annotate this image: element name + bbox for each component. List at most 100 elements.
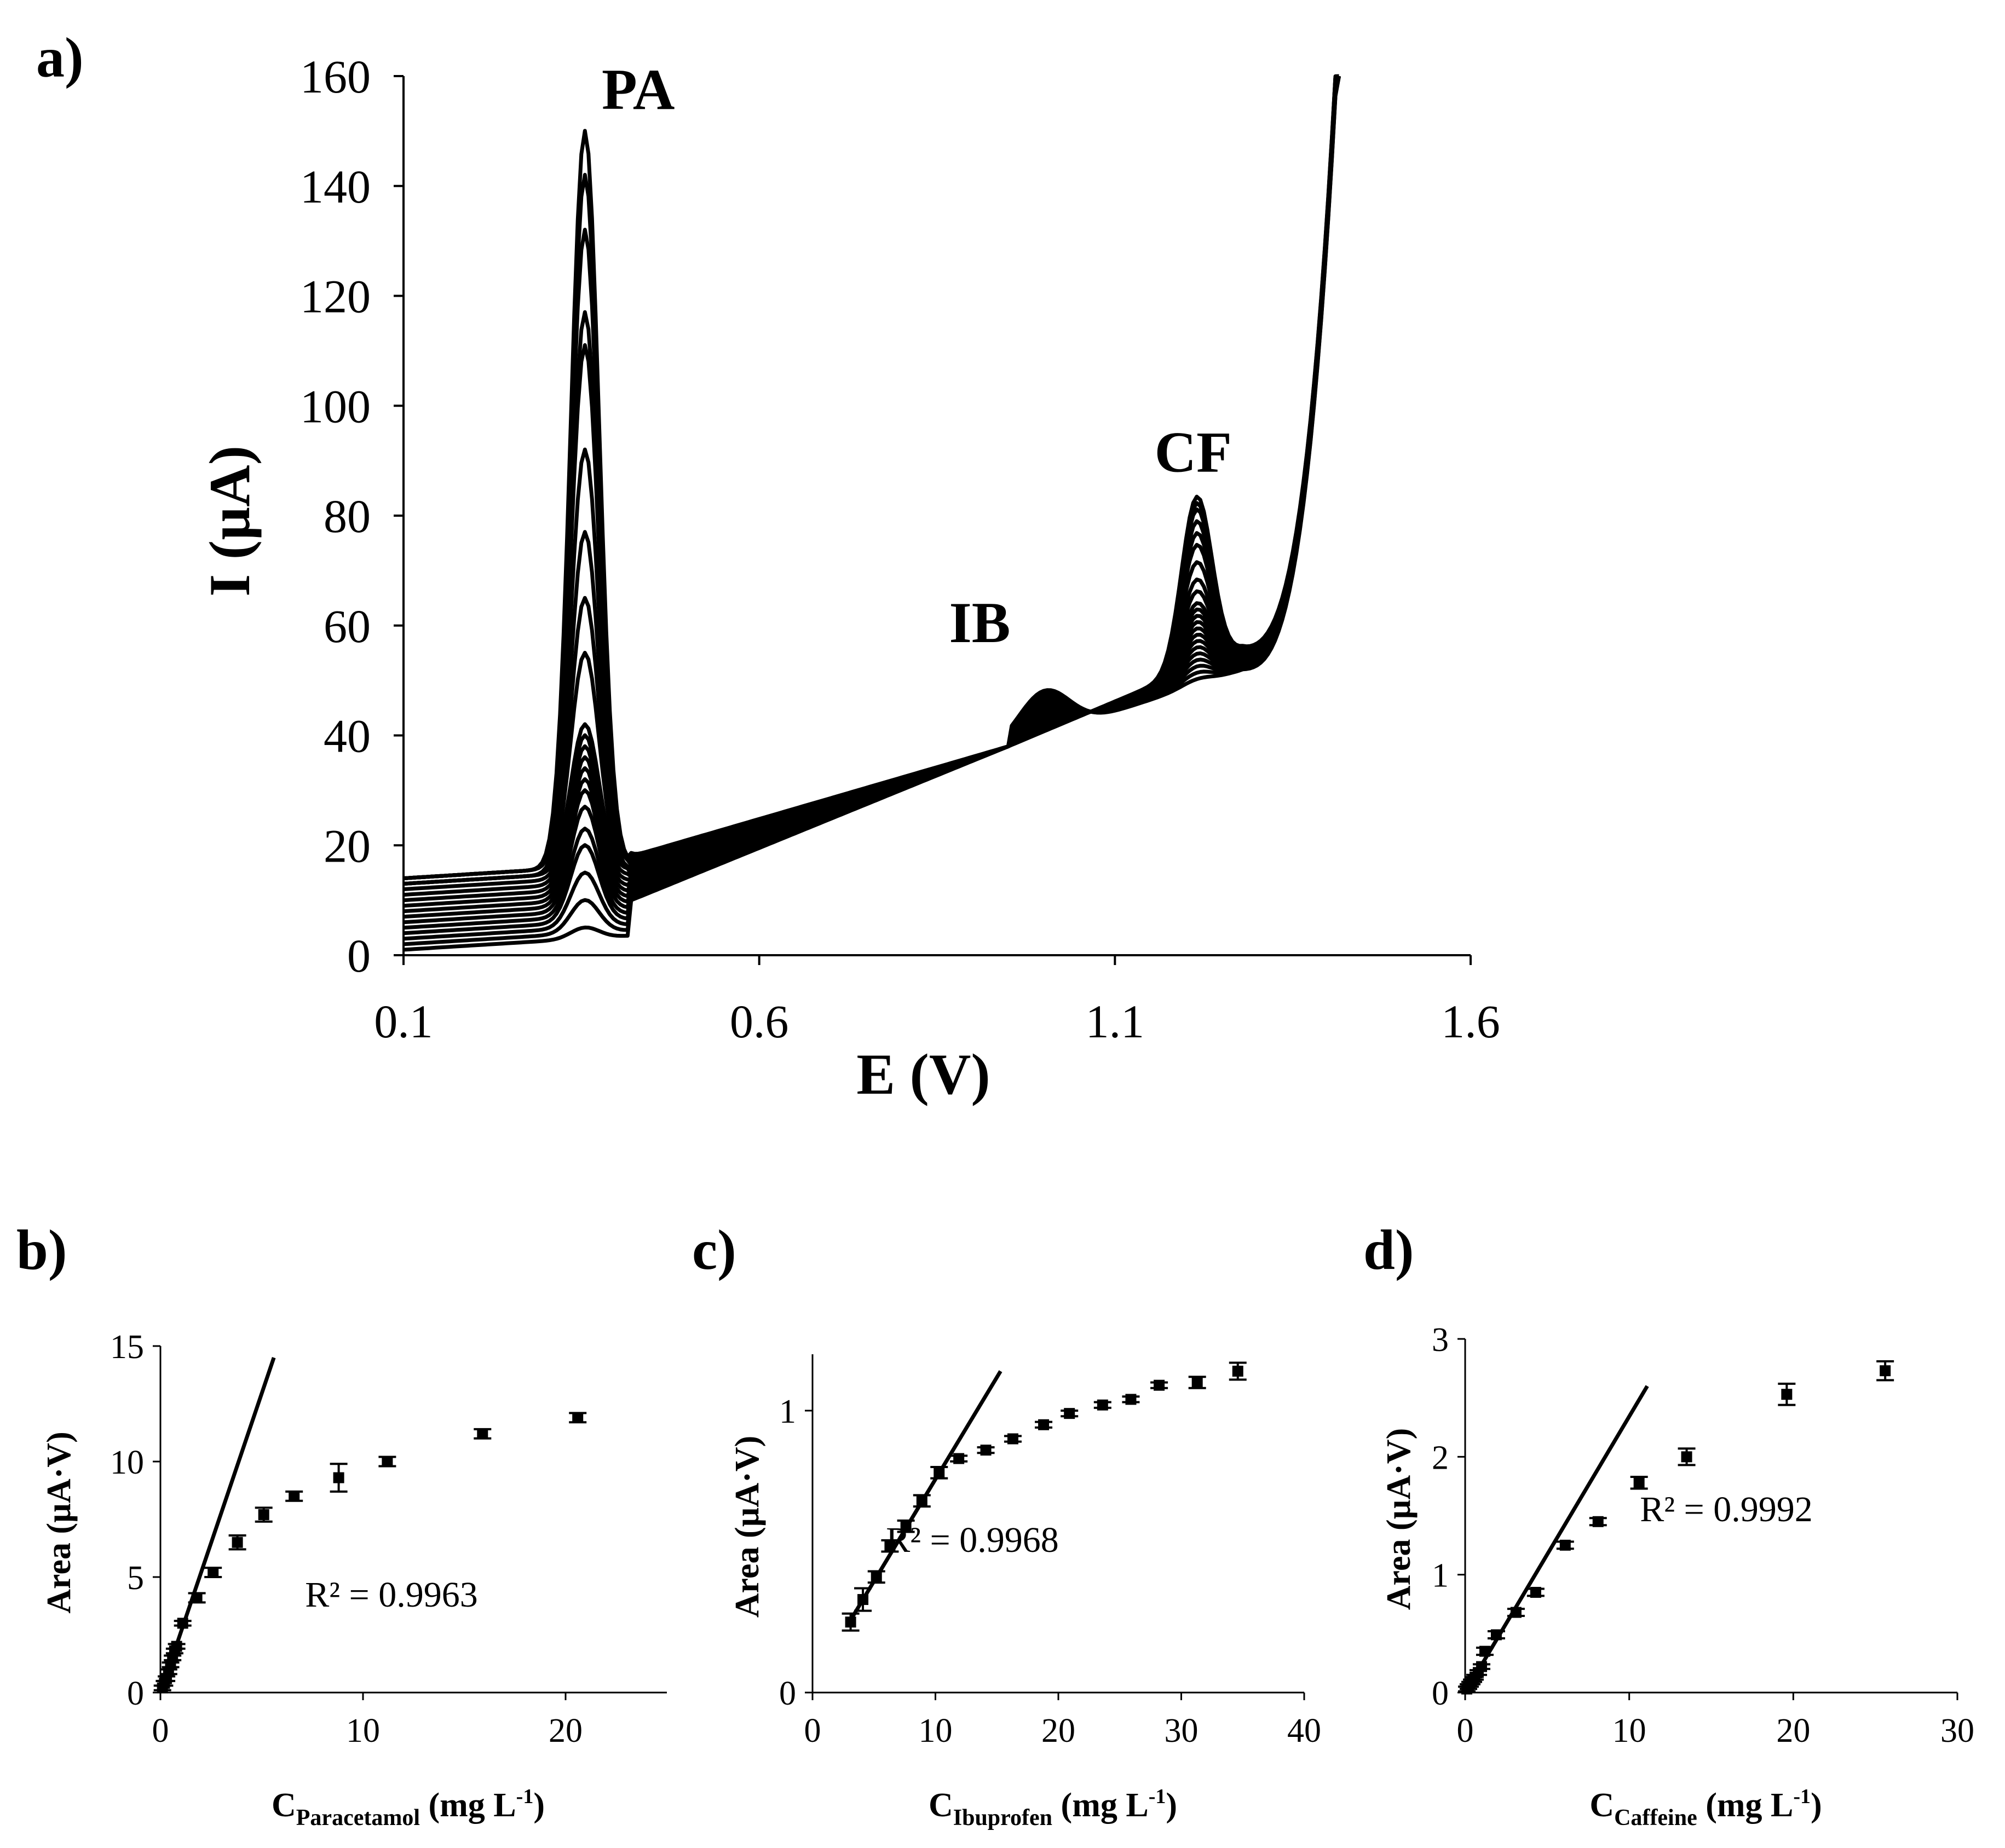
data-point (1530, 1586, 1541, 1598)
x-axis-title: CCaffeine (mg L-1) (1589, 1785, 1822, 1830)
y-tick-label: 80 (324, 490, 371, 542)
r-squared-label: R² = 0.9992 (1640, 1489, 1813, 1529)
x-tick-label: 10 (1612, 1712, 1646, 1749)
x-axis-title-part: -1 (1149, 1785, 1166, 1808)
r-squared-label: R² = 0.9968 (886, 1520, 1059, 1560)
y-tick-label: 5 (127, 1560, 144, 1597)
x-tick-label: 30 (1940, 1712, 1974, 1749)
x-axis-title: CParacetamol (mg L-1) (272, 1785, 545, 1830)
y-tick-label: 0 (127, 1675, 144, 1712)
data-point (953, 1453, 965, 1464)
y-tick-label: 40 (324, 710, 371, 763)
y-tick-label: 0 (1432, 1675, 1449, 1712)
data-point (884, 1540, 896, 1552)
x-axis-title: CIbuprofen (mg L-1) (929, 1785, 1177, 1830)
panel-label-a: a) (36, 26, 84, 89)
y-tick-label: 120 (300, 270, 371, 323)
x-tick-label: 1.1 (1086, 995, 1145, 1048)
data-point (1154, 1379, 1165, 1391)
y-tick-label: 0 (779, 1675, 796, 1712)
data-point (1097, 1399, 1108, 1411)
data-point (208, 1567, 219, 1578)
y-tick-label: 1 (1432, 1557, 1449, 1595)
panel-c: c) 0 10 20 30 40 0 1 R² = 0.9968 CIbuprofen (mg L… (692, 1218, 1321, 1830)
x-axis-title-part: (mg L (1052, 1787, 1149, 1824)
data-point (1633, 1477, 1645, 1488)
data-points (842, 1361, 1247, 1632)
data-point (1064, 1408, 1075, 1419)
data-point (1559, 1539, 1571, 1551)
y-axis-title: Area (µA·V) (1380, 1428, 1418, 1610)
voltammogram-curve (403, 76, 1341, 941)
data-point (934, 1467, 945, 1479)
x-axis-title: E (V) (856, 1042, 990, 1106)
r-squared-label: R² = 0.9963 (305, 1575, 478, 1615)
x-tick-label: 40 (1287, 1712, 1321, 1749)
y-tick-label: 0 (347, 929, 371, 982)
data-point (1125, 1394, 1137, 1405)
data-point (916, 1495, 927, 1506)
y-tick-label: 3 (1432, 1321, 1449, 1359)
x-tick-label: 0.1 (374, 995, 433, 1048)
data-point (177, 1618, 188, 1629)
x-tick-label: 30 (1165, 1712, 1199, 1749)
panel-label-d: d) (1363, 1218, 1414, 1281)
x-tick-label: 0 (1457, 1712, 1474, 1749)
y-axis-title: Area (µA·V) (729, 1436, 766, 1618)
data-point (857, 1594, 869, 1606)
x-axis-title-part: ) (1166, 1787, 1177, 1824)
peak-label: PA (602, 57, 675, 122)
data-point (477, 1428, 488, 1440)
voltammogram-curve (403, 75, 1341, 903)
panel-b: b) 0 10 20 0 5 10 15 R² = 0.9963 CParacetamol (mg… (16, 1218, 667, 1830)
x-axis-title-part: (mg L (420, 1787, 516, 1824)
data-point (1490, 1629, 1502, 1641)
y-tick-label: 20 (324, 819, 371, 872)
data-point (1479, 1645, 1490, 1657)
panel-label-b: b) (16, 1218, 67, 1281)
voltammogram-curve (403, 75, 1341, 908)
data-point (980, 1445, 992, 1456)
data-point (1681, 1451, 1692, 1463)
peak-label: CF (1155, 420, 1232, 484)
data-point (289, 1491, 300, 1502)
x-tick-label: 0 (804, 1712, 821, 1749)
x-tick-label: 10 (919, 1712, 953, 1749)
data-point (1191, 1377, 1203, 1388)
data-point (191, 1592, 203, 1603)
x-tick-label: 20 (1041, 1712, 1075, 1749)
x-tick-label: 0 (152, 1712, 169, 1749)
peak-label: IB (949, 591, 1010, 655)
panel-d: d) 0 10 20 30 0 1 2 3 R² = 0.9992 CCaffeine (mg L-… (1363, 1218, 1974, 1830)
x-axis-title-part: Paracetamol (296, 1805, 420, 1830)
data-point (1232, 1365, 1243, 1377)
y-axis-title: Area (µA·V) (41, 1431, 78, 1613)
y-tick-label: 15 (110, 1329, 144, 1366)
data-point (258, 1509, 269, 1521)
x-axis-title-part: (mg L (1697, 1787, 1794, 1824)
y-tick-label: 1 (779, 1393, 796, 1430)
data-point (871, 1571, 882, 1583)
y-tick-label: 60 (324, 600, 371, 652)
y-axis-title: I (µA) (198, 446, 262, 597)
x-tick-label: 0.6 (730, 995, 789, 1048)
data-point (572, 1412, 584, 1423)
data-point (382, 1456, 393, 1467)
data-point (232, 1537, 243, 1548)
data-point (1476, 1661, 1487, 1672)
y-tick-label: 160 (300, 50, 371, 103)
linear-fit-line (1463, 1385, 1649, 1694)
x-tick-label: 10 (346, 1712, 380, 1749)
x-axis-title-part: -1 (516, 1785, 534, 1808)
x-tick-label: 1.6 (1441, 995, 1500, 1048)
x-tick-label: 20 (549, 1712, 583, 1749)
x-axis-title-part: Caffeine (1614, 1805, 1697, 1830)
x-tick-label: 20 (1776, 1712, 1810, 1749)
x-axis-title-part: C (929, 1787, 953, 1824)
panel-a: a) 0.1 0.6 1.1 1.6 0 20 40 60 80 100 120 140 160 E (V)… (36, 26, 1500, 1106)
data-point (1510, 1607, 1522, 1618)
data-point (1781, 1389, 1793, 1400)
data-point (1038, 1419, 1050, 1430)
x-axis-title-part: Ibuprofen (953, 1805, 1052, 1830)
